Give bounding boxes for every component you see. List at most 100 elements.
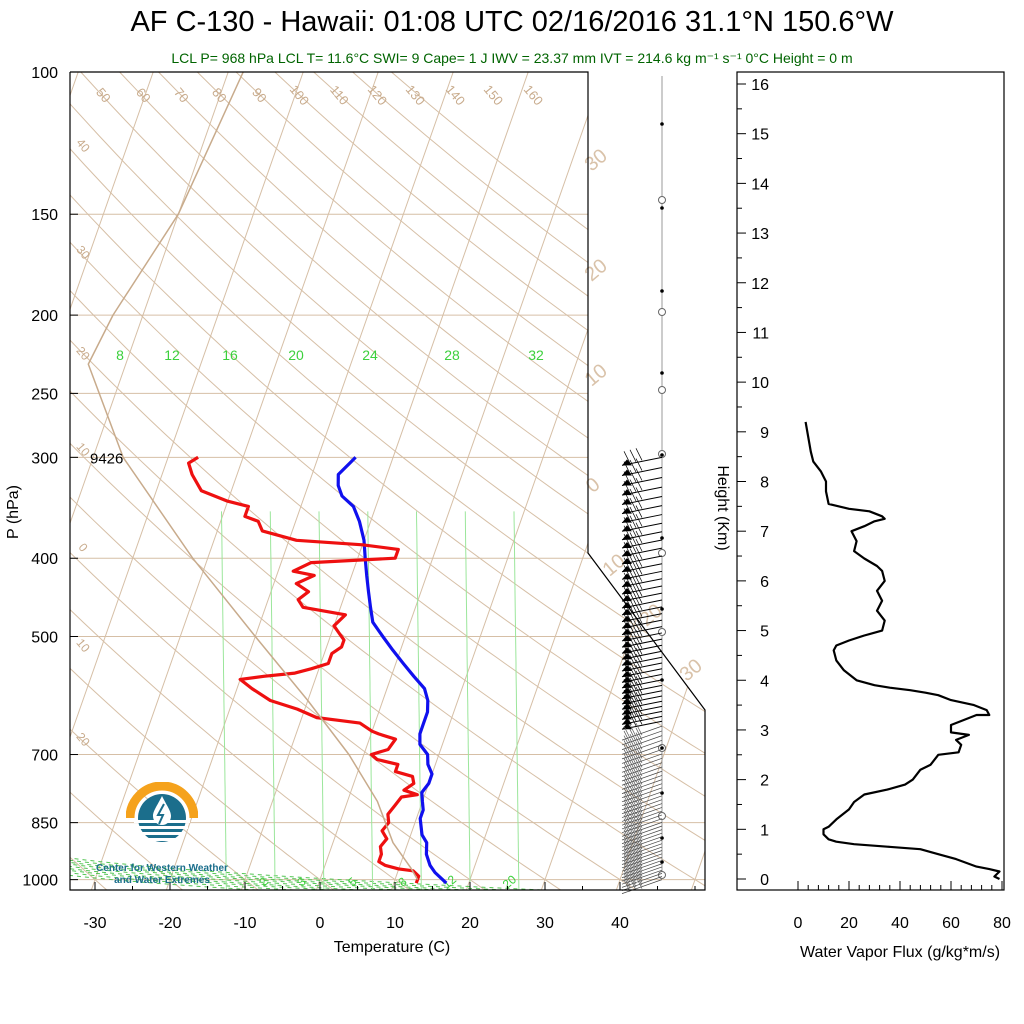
wind-barb-feather [623,689,631,703]
wind-barb-feather [629,713,637,726]
dry-adiabat-line [70,72,705,890]
height-marker-dot [660,122,664,126]
wind-barb-shaft [621,818,663,834]
series-temperature-line [336,456,448,885]
wind-barb [621,496,663,515]
wind-barb-feather [629,649,637,662]
wind-barb-feather [635,830,643,843]
wind-barb-feather [623,626,631,640]
flux-tick-label: 80 [993,915,1011,932]
wind-barb-flag [622,459,632,466]
wind-barb-feather [635,653,643,667]
wind-barb-feather [635,808,643,821]
wind-barb-flag [622,469,632,476]
wind-barb-feather [629,698,637,711]
wind-barb-feather [623,656,631,670]
wind-barb-feather [629,515,637,528]
wind-barb-feather [629,858,637,872]
wind-barb [621,576,663,595]
x-tick-label: 10 [386,915,404,932]
wind-barb-feather [635,847,643,860]
wind-barb-feather [629,831,637,844]
wind-barb-feather [635,448,643,461]
wind-barb-feather [629,637,637,650]
wind-barb-feather [635,707,643,720]
wind-barb-feather [623,586,631,600]
dry-adiabat-line [70,72,637,890]
wind-barb-feather [629,643,637,656]
wind-barb-feather [635,583,643,597]
y-tick-label: 500 [31,630,58,647]
wind-barb-feather [623,700,631,713]
mixing-ratio-line [269,511,276,890]
logo-line-2: and Water Extremes [114,875,210,886]
wind-barb-feather [623,730,631,744]
wind-barb-shaft [621,866,663,882]
wind-barb-feather [629,865,637,878]
height-tick-label: 15 [751,127,769,144]
y-tick-label: 150 [31,207,58,224]
dry-adiabat-line [391,72,705,890]
isotherm-line [165,72,454,890]
wind-barb-feather [629,693,637,706]
wind-barb [621,737,663,755]
wind-barb [621,746,663,764]
wind-barb-shaft [621,779,663,794]
height-marker-dot [660,206,664,210]
wind-barb-feather [629,540,637,553]
isotherm-line [465,72,705,890]
wind-barb-feather [635,850,643,864]
wind-barb-feather [635,826,643,839]
wind-barb [621,792,663,811]
wind-barb-feather [623,593,631,607]
wind-barb-feather [623,662,631,675]
wind-barb [621,722,663,741]
wind-barb-feather [623,451,631,464]
wind-barb-feather [629,655,637,668]
y-tick-label: 850 [31,816,58,833]
dry-adiabat-line [70,72,410,890]
wind-barb-feather [623,490,631,503]
wind-barb-feather [629,820,637,834]
wind-barb-feather [629,798,637,811]
wind-barb-shaft [621,749,663,764]
wind-barb-shaft [621,799,663,815]
height-marker-dot [660,453,664,457]
chart-title: AF C-130 - Hawaii: 01:08 UTC 02/16/2016 … [130,6,894,38]
wind-barb-shaft [621,822,663,837]
wind-barb-feather [623,715,631,728]
wind-barb [621,448,663,466]
wind-barb-feather [629,752,637,765]
wind-barb-feather [629,855,637,868]
wind-barb-shaft [621,814,663,830]
wind-barb-feather [635,819,643,832]
wind-barb-flag [622,516,632,523]
wind-barb [621,847,663,865]
wind-barb [621,840,663,858]
wind-barb-feather [635,804,643,817]
wind-barb-feather [635,860,643,873]
wind-barb-feather [623,853,631,867]
wind-barb [621,617,663,636]
wind-barb [621,732,663,750]
wind-barb-feather [623,803,631,816]
dry-adiabat-line [0,72,31,890]
wind-barb-feather [623,461,631,474]
wind-barb-shaft [621,795,663,811]
wind-barb [621,727,663,746]
wind-barb [621,873,663,891]
wind-barb [621,610,663,629]
flux-tick-label: 20 [840,915,858,932]
wind-barb-feather [623,549,631,563]
wind-barb-feather [629,842,637,855]
x-tick-label: -30 [83,915,106,932]
wind-barb-shaft [621,832,663,848]
wind-barb-feather [635,763,643,777]
wind-barb-feather [635,870,643,883]
wind-barb-flag [622,573,632,580]
wind-barb-feather [623,836,631,849]
height-tick-label: 6 [760,574,769,591]
wind-barb-feather [629,838,637,851]
wind-barb-feather [635,867,643,880]
wind-barb-feather [629,877,637,891]
